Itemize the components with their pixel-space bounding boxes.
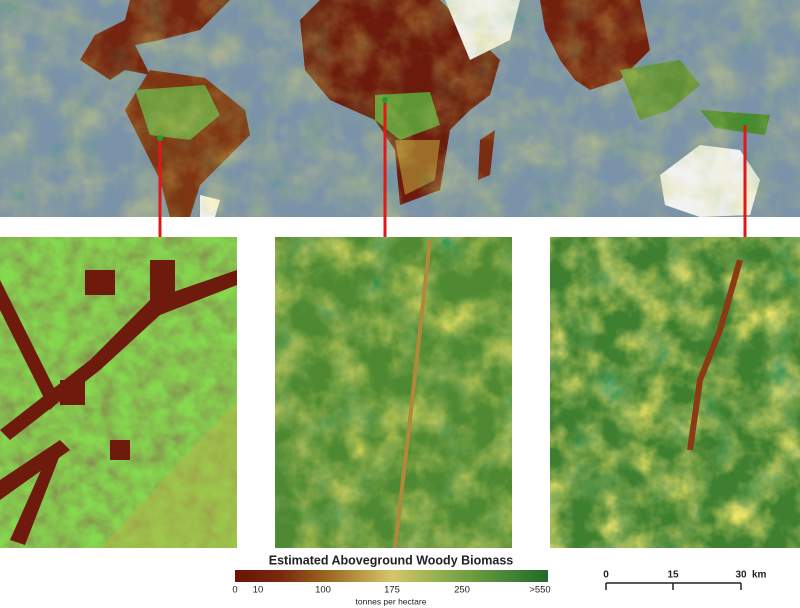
location-dots	[157, 97, 748, 141]
legend-title: Estimated Aboveground Woody Biomass	[269, 553, 514, 567]
scale-unit: km	[752, 570, 767, 581]
world-map	[0, 0, 800, 217]
panel-papua	[550, 237, 800, 548]
legend-tick-label: >550	[529, 585, 550, 596]
scale-tick-label: 30	[735, 570, 747, 581]
panel-amazon	[0, 237, 237, 548]
legend-tick-label: 250	[454, 585, 470, 596]
legend-tick-label: 175	[384, 585, 400, 596]
legend-tick-label: 10	[253, 585, 264, 596]
connectors	[158, 100, 747, 237]
legend-tick-label: 0	[232, 585, 237, 596]
legend-tick-label: 100	[315, 585, 331, 596]
legend: Estimated Aboveground Woody Biomass 0 10 1…	[232, 553, 550, 606]
panel-congo	[275, 237, 512, 549]
legend-unit: tonnes per hectare	[356, 596, 427, 606]
color-bar	[235, 570, 548, 582]
scale-bar: 0 15 30 km	[603, 570, 767, 590]
scale-tick-label: 15	[667, 570, 679, 581]
scale-tick-label: 0	[603, 570, 609, 581]
